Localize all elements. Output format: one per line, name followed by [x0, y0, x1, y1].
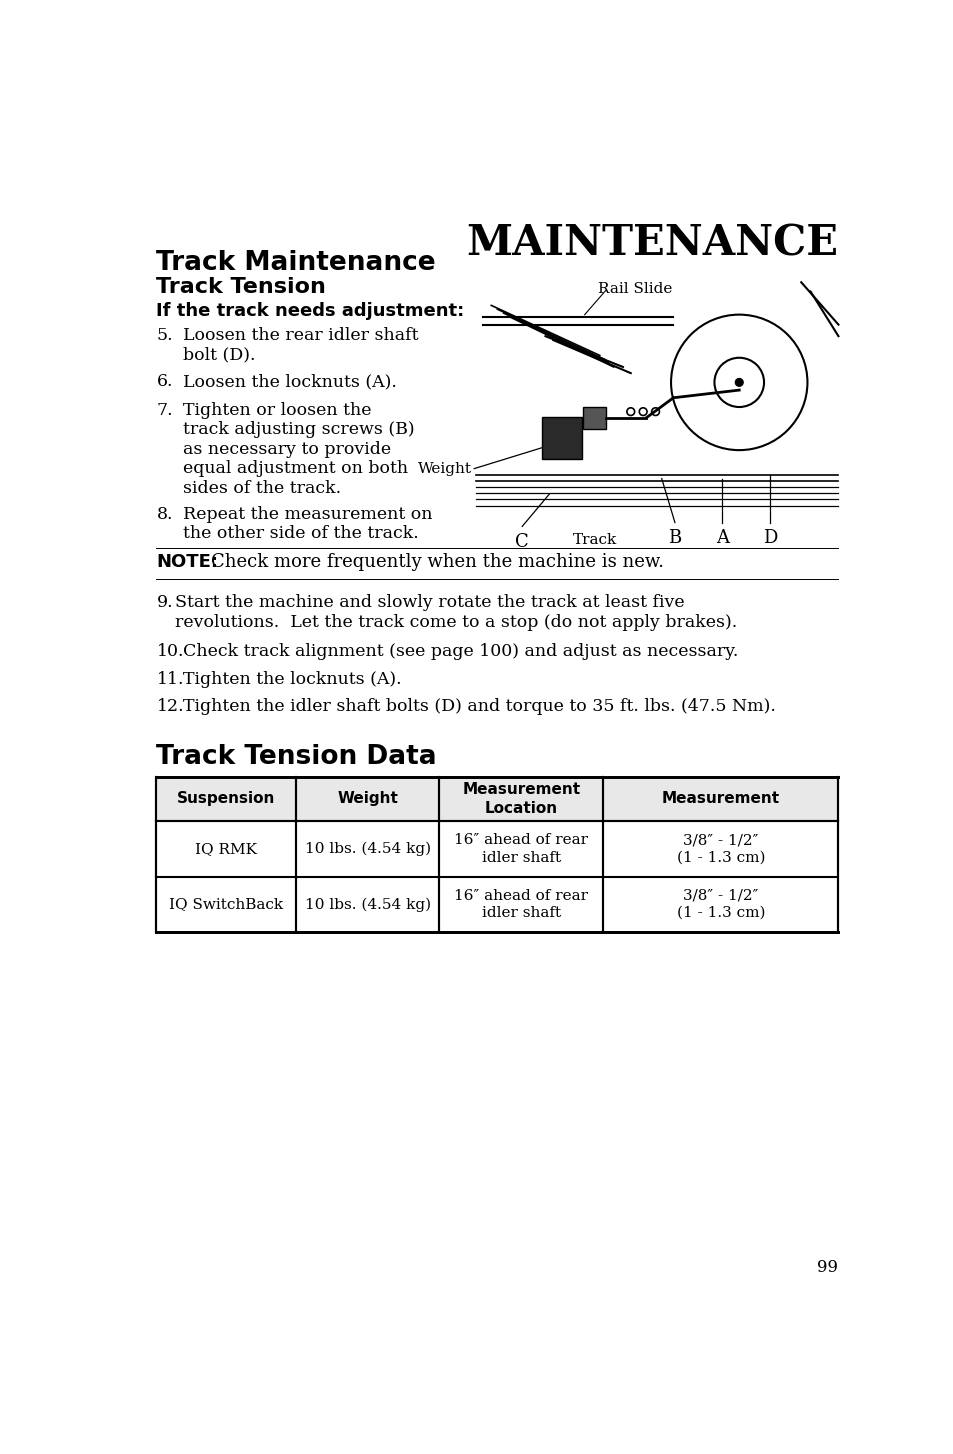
Text: Tighten or loosen the
track adjusting screws (B)
as necessary to provide
equal a: Tighten or loosen the track adjusting sc…	[183, 401, 414, 497]
Text: Suspension: Suspension	[177, 791, 275, 807]
Text: 10 lbs. (4.54 kg): 10 lbs. (4.54 kg)	[305, 842, 431, 856]
Text: Track Tension Data: Track Tension Data	[156, 744, 436, 771]
Text: NOTE:: NOTE:	[156, 554, 218, 571]
Text: Repeat the measurement on
the other side of the track.: Repeat the measurement on the other side…	[183, 506, 432, 542]
Text: B: B	[668, 529, 680, 547]
Text: Track Maintenance: Track Maintenance	[156, 250, 436, 276]
Text: Track Tension: Track Tension	[156, 276, 326, 297]
Text: 11.: 11.	[156, 672, 184, 688]
Text: Start the machine and slowly rotate the track at least five
revolutions.  Let th: Start the machine and slowly rotate the …	[174, 595, 737, 631]
Text: 16″ ahead of rear
idler shaft: 16″ ahead of rear idler shaft	[454, 888, 588, 920]
Bar	[582, 407, 605, 429]
Bar	[541, 417, 581, 459]
Text: D: D	[762, 529, 777, 547]
Text: Measurement
Location: Measurement Location	[462, 782, 579, 816]
Text: Weight: Weight	[417, 461, 472, 475]
Text: 10 lbs. (4.54 kg): 10 lbs. (4.54 kg)	[305, 897, 431, 912]
Text: 8.: 8.	[156, 506, 172, 522]
Text: 6.: 6.	[156, 374, 172, 390]
Text: IQ SwitchBack: IQ SwitchBack	[169, 897, 283, 912]
Text: Measurement: Measurement	[661, 791, 779, 807]
Text: 99: 99	[817, 1259, 838, 1275]
Text: Weight: Weight	[337, 791, 398, 807]
Text: 5.: 5.	[156, 327, 172, 345]
Text: A: A	[715, 529, 728, 547]
Text: 16″ ahead of rear
idler shaft: 16″ ahead of rear idler shaft	[454, 833, 588, 865]
Text: IQ RMK: IQ RMK	[195, 842, 257, 856]
Text: Check more frequently when the machine is new.: Check more frequently when the machine i…	[211, 554, 663, 571]
Text: 12.: 12.	[156, 698, 184, 715]
Text: Loosen the rear idler shaft
bolt (D).: Loosen the rear idler shaft bolt (D).	[183, 327, 417, 364]
Text: 3/8″ - 1/2″
(1 - 1.3 cm): 3/8″ - 1/2″ (1 - 1.3 cm)	[676, 888, 764, 920]
Text: Tighten the idler shaft bolts (D) and torque to 35 ft. lbs. (47.5 Nm).: Tighten the idler shaft bolts (D) and to…	[183, 698, 775, 715]
Text: Check track alignment (see page 100) and adjust as necessary.: Check track alignment (see page 100) and…	[183, 643, 738, 660]
Text: Track: Track	[572, 532, 617, 547]
Bar	[156, 776, 838, 822]
Text: MAINTENANCE: MAINTENANCE	[466, 222, 838, 265]
Text: Rail Slide: Rail Slide	[598, 282, 672, 297]
Text: Loosen the locknuts (A).: Loosen the locknuts (A).	[183, 374, 396, 390]
Text: 7.: 7.	[156, 401, 172, 419]
Text: If the track needs adjustment:: If the track needs adjustment:	[156, 301, 464, 320]
Text: Tighten the locknuts (A).: Tighten the locknuts (A).	[183, 672, 401, 688]
Text: 10.: 10.	[156, 643, 184, 660]
Text: C: C	[515, 532, 529, 551]
Circle shape	[735, 378, 742, 387]
Text: 9.: 9.	[156, 595, 172, 611]
Text: 3/8″ - 1/2″
(1 - 1.3 cm): 3/8″ - 1/2″ (1 - 1.3 cm)	[676, 833, 764, 865]
